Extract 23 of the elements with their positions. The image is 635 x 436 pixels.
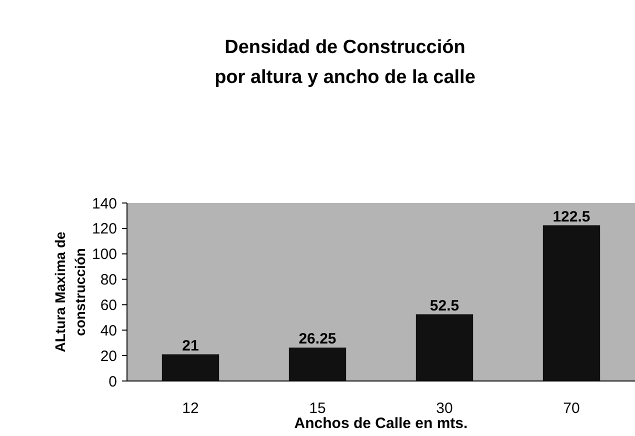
y-axis-title: ALtura Maxima de construcción [52,231,88,352]
x-tick-label: 15 [309,400,326,417]
x-tick-label: 12 [182,400,199,417]
bar [288,348,346,381]
x-tick-label: 30 [436,400,453,417]
x-axis-title: Anchos de Calle en mts. [294,415,468,432]
y-tick-label: 80 [100,272,117,289]
x-tick-label: 70 [563,400,580,417]
chart-title: Densidad de Construcción por altura y ancho de la calle [214,37,476,88]
data-label: 26.25 [298,330,336,348]
y-tick-label: 100 [92,246,117,264]
y-tick-label: 40 [100,322,117,340]
data-label: 52.5 [430,297,460,314]
y-tick-label: 120 [92,220,117,238]
data-label: 122.5 [552,208,590,226]
data-label: 21 [182,337,199,354]
y-tick-label: 20 [100,348,117,365]
bar [542,225,600,381]
y-tick-label: 140 [92,195,117,212]
bar [162,354,220,381]
bar [416,314,474,381]
y-tick-label: 60 [100,296,117,314]
y-tick-label: 0 [108,373,117,390]
